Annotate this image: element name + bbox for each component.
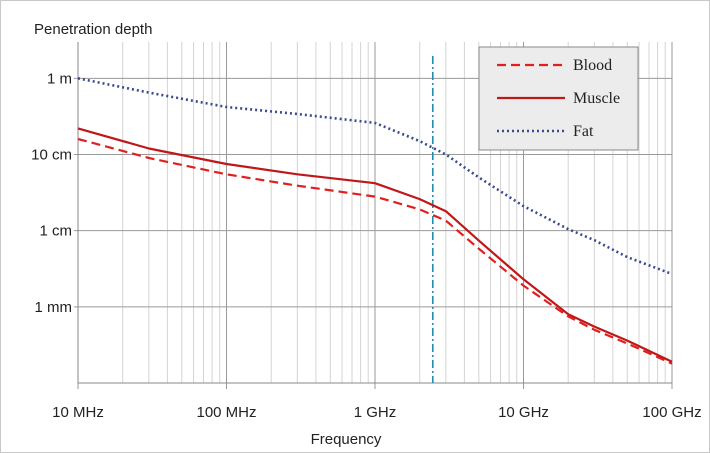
data-point-muscle: [374, 182, 376, 184]
legend-label-blood: Blood: [573, 57, 612, 74]
data-point-blood: [567, 316, 569, 318]
legend-items: Blood Muscle Fat: [497, 57, 620, 140]
data-point-muscle: [567, 313, 569, 315]
x-tick-labels: 10 MHz 100 MHz 1 GHz 10 GHz 100 GHz: [52, 404, 701, 421]
data-point-fat: [77, 78, 79, 80]
x-tick-label: 10 GHz: [498, 404, 549, 421]
data-point-fat: [626, 256, 628, 258]
legend-label-fat: Fat: [573, 123, 594, 140]
data-point-blood: [445, 220, 447, 222]
x-axis-label: Frequency: [311, 431, 382, 448]
data-point-fat: [374, 122, 376, 124]
y-tick-labels: 1 m 10 cm 1 cm 1 mm: [31, 70, 72, 315]
data-point-fat: [478, 177, 480, 179]
y-tick-label: 1 mm: [35, 299, 73, 316]
data-point-blood: [297, 185, 299, 187]
data-point-fat: [523, 205, 525, 207]
data-point-blood: [374, 196, 376, 198]
series-line-fat: [77, 77, 673, 276]
data-point-muscle: [77, 128, 79, 130]
y-tick-label: 1 m: [47, 70, 72, 87]
data-point-blood: [419, 209, 421, 211]
data-point-muscle: [445, 210, 447, 212]
series-line-muscle: [77, 127, 673, 363]
data-point-fat: [567, 228, 569, 230]
data-point-muscle: [148, 148, 150, 150]
data-point-muscle: [626, 340, 628, 342]
data-point-fat: [445, 154, 447, 156]
y-tick-label: 1 cm: [39, 223, 72, 240]
data-point-blood: [77, 138, 79, 140]
data-point-muscle: [478, 240, 480, 242]
data-point-fat: [594, 239, 596, 241]
data-point-blood: [671, 363, 673, 365]
data-point-muscle: [226, 163, 228, 165]
data-point-blood: [226, 173, 228, 175]
data-point-blood: [523, 285, 525, 287]
series-line-blood: [77, 137, 673, 365]
data-point-fat: [671, 273, 673, 275]
data-point-blood: [148, 157, 150, 159]
data-point-blood: [594, 329, 596, 331]
data-point-muscle: [671, 361, 673, 363]
data-point-blood: [626, 343, 628, 345]
x-tick-label: 100 GHz: [642, 404, 701, 421]
data-point-muscle: [419, 198, 421, 200]
data-point-muscle: [594, 326, 596, 328]
y-tick-label: 10 cm: [31, 147, 72, 164]
data-point-fat: [297, 113, 299, 115]
legend: Blood Muscle Fat: [478, 46, 639, 151]
x-tick-label: 100 MHz: [196, 404, 256, 421]
x-tick-label: 10 MHz: [52, 404, 104, 421]
data-point-muscle: [523, 278, 525, 280]
x-tick-label: 1 GHz: [354, 404, 397, 421]
y-axis-label: Penetration depth: [34, 21, 152, 38]
legend-label-muscle: Muscle: [573, 90, 620, 107]
data-point-muscle: [297, 173, 299, 175]
data-point-blood: [478, 248, 480, 250]
series-layer: [77, 77, 673, 365]
data-point-fat: [226, 106, 228, 108]
data-point-fat: [148, 92, 150, 94]
data-point-fat: [419, 140, 421, 142]
